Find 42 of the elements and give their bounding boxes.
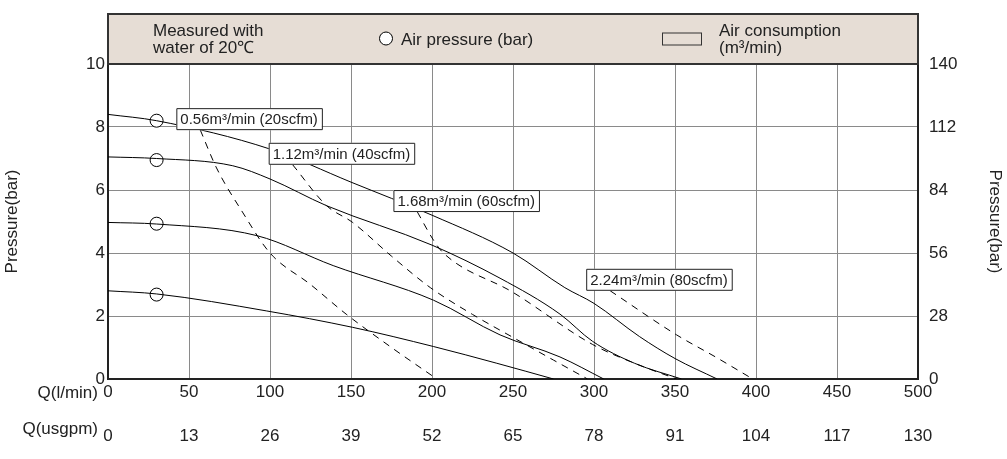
x2-tick-label: 13 xyxy=(179,425,199,445)
x-tick-label: 250 xyxy=(498,381,528,401)
annotation: 0.56m³/min (20scfm) xyxy=(180,110,318,128)
y-tick-label: 2 xyxy=(95,305,105,325)
y-axis-title: Pressure(bar) xyxy=(1,169,21,274)
x2-tick-label: 39 xyxy=(341,425,361,445)
x2-tick-label: 52 xyxy=(422,425,442,445)
x-tick-label: 100 xyxy=(255,381,285,401)
y2-tick-label: 84 xyxy=(929,179,948,199)
y-tick-label: 10 xyxy=(86,53,105,73)
x2-tick-label: 104 xyxy=(741,425,771,445)
y2-tick-label: 140 xyxy=(929,53,958,73)
text: Air consumption (m³/min) xyxy=(719,21,842,57)
x2-tick-label: 65 xyxy=(503,425,523,445)
y-tick-label: 8 xyxy=(95,116,105,136)
legend-label: Air pressure (bar) xyxy=(401,29,534,49)
annotation: 1.12m³/min (40scfm) xyxy=(272,144,411,162)
x-tick-label: 200 xyxy=(417,381,447,401)
x-tick-label: 300 xyxy=(579,381,609,401)
y2-tick-label: 28 xyxy=(929,305,948,325)
x2-axis-title: Q(usgpm) xyxy=(22,419,98,439)
y2-tick-label: 112 xyxy=(929,116,957,136)
x2-tick-label: 130 xyxy=(903,425,933,445)
x-tick-label: 50 xyxy=(179,381,199,401)
x2-tick-label: 91 xyxy=(665,425,685,445)
y2-axis-title: Pressure(bar) xyxy=(986,169,1006,274)
x-tick-label: 150 xyxy=(336,381,366,401)
x-axis-title: Q(l/min) xyxy=(37,383,98,403)
annotation: 1.68m³/min (60scfm) xyxy=(397,192,535,210)
y-tick-label: 4 xyxy=(95,242,105,262)
x2-tick-label: 26 xyxy=(260,425,280,445)
point xyxy=(149,153,164,168)
x-tick-label: 350 xyxy=(660,381,690,401)
x-tick-label: 450 xyxy=(822,381,852,401)
y-tick-label: 0 xyxy=(95,368,105,388)
y2-tick-label: 56 xyxy=(929,242,948,262)
annotation: 2.24m³/min (80scfm) xyxy=(590,270,728,288)
x-tick-label: 400 xyxy=(741,381,771,401)
text: Measured with water of 20℃ xyxy=(153,21,265,57)
y-tick-label: 6 xyxy=(95,179,105,199)
x2-tick-label: 117 xyxy=(823,425,851,445)
x2-tick-label: 78 xyxy=(584,425,604,445)
